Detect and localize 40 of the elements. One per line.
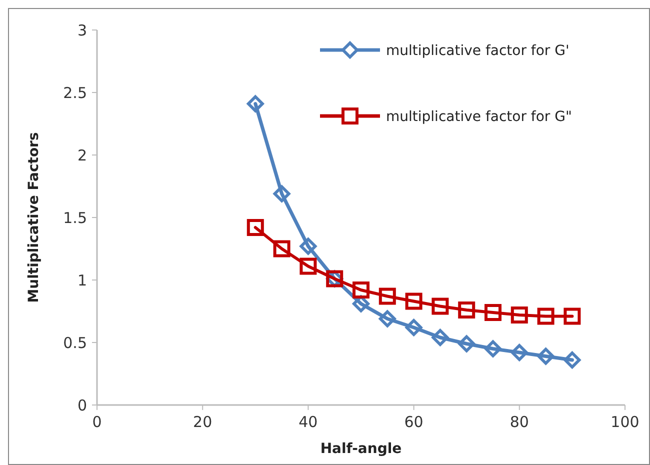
y-tick-label: 3 <box>77 21 87 40</box>
point <box>564 352 581 368</box>
y-tick-label: 2.5 <box>63 84 87 102</box>
point <box>352 282 370 298</box>
y-tick-label: 1.5 <box>63 208 87 227</box>
point <box>537 348 554 365</box>
point <box>484 304 502 321</box>
point <box>458 302 476 318</box>
legend-label: multiplicative factor for G" <box>386 108 572 125</box>
y-tick-label: 0.5 <box>63 334 87 352</box>
point <box>432 298 449 315</box>
x-axis-title: Half-angle <box>320 441 402 457</box>
point <box>537 308 554 325</box>
point <box>246 95 264 112</box>
x-tick-label: 80 <box>510 413 529 431</box>
point <box>273 185 290 202</box>
point <box>300 258 317 275</box>
x-tick-label: 40 <box>298 413 318 431</box>
x-tick-label: 100 <box>610 413 640 431</box>
y-axis-title: Multiplicative Factors <box>26 132 42 303</box>
legend-label: multiplicative factor for G' <box>386 42 570 59</box>
x-tick-label: 20 <box>193 413 212 431</box>
y-tick-label: 0 <box>77 396 87 414</box>
point <box>458 335 476 352</box>
y-tick-label: 1 <box>77 271 87 290</box>
point <box>378 310 396 328</box>
point <box>246 219 264 236</box>
point <box>432 329 449 346</box>
y-tick-label: 2 <box>77 146 87 164</box>
point <box>405 292 422 310</box>
point <box>300 238 317 255</box>
point <box>484 340 502 358</box>
x-tick-label: 60 <box>404 413 424 431</box>
point <box>273 240 290 258</box>
point <box>564 308 581 325</box>
point <box>510 306 528 324</box>
point <box>405 319 422 336</box>
x-tick-label: 0 <box>92 413 102 431</box>
point <box>378 288 396 305</box>
point <box>510 344 528 361</box>
